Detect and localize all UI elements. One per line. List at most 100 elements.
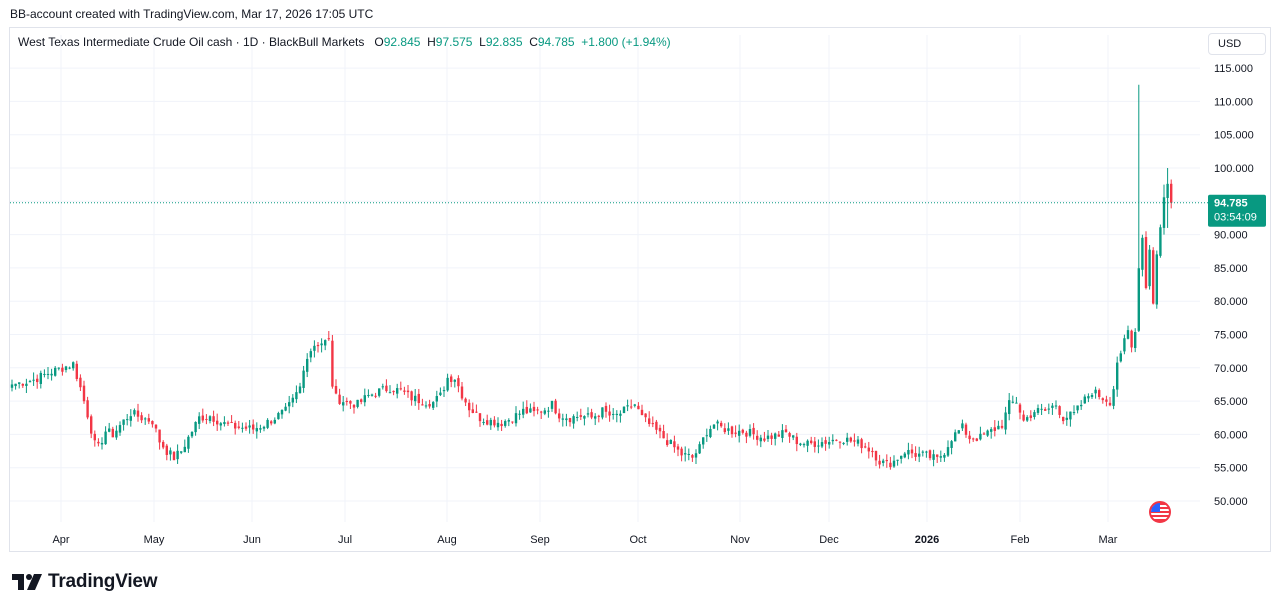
candle	[414, 388, 417, 406]
candle-body	[676, 446, 680, 450]
candle	[921, 450, 924, 457]
candle-body	[1018, 404, 1022, 413]
candle	[79, 374, 82, 392]
candle-body	[910, 449, 914, 454]
candle-body	[1011, 401, 1014, 403]
candle-body	[752, 427, 755, 435]
candle-body	[428, 403, 431, 407]
candle	[388, 385, 392, 394]
candle	[936, 454, 939, 463]
candle-body	[820, 442, 824, 447]
candle-body	[615, 413, 618, 416]
candle	[90, 414, 93, 439]
candle-body	[388, 392, 392, 394]
candle-body	[540, 411, 543, 413]
candle-body	[698, 444, 701, 454]
candle-body	[630, 406, 633, 408]
candle	[734, 425, 737, 438]
candle	[313, 340, 316, 358]
candle	[180, 451, 183, 455]
candle	[309, 348, 312, 363]
candle	[954, 429, 957, 442]
candle	[615, 410, 618, 423]
candle-body	[144, 418, 147, 420]
candle-body	[1040, 408, 1043, 410]
candle-body	[280, 409, 284, 415]
candle	[486, 414, 489, 426]
candle-body	[288, 402, 291, 407]
us-flag-icon[interactable]	[1149, 501, 1171, 523]
currency-button[interactable]: USD	[1208, 33, 1266, 55]
candle	[522, 401, 525, 419]
candle-body	[608, 411, 611, 416]
candle	[579, 408, 582, 421]
candle-body	[662, 431, 665, 439]
candle	[619, 410, 622, 423]
candle-body	[64, 366, 68, 370]
candle	[176, 444, 179, 464]
candle	[457, 375, 460, 393]
candle	[475, 404, 478, 414]
candle-body	[392, 390, 395, 393]
candle-body	[576, 416, 579, 418]
candle-body	[75, 363, 78, 379]
candle	[673, 435, 676, 453]
candle-body	[496, 422, 500, 428]
candle	[968, 430, 971, 444]
candle-body	[741, 429, 744, 433]
candle-body	[622, 406, 626, 414]
candle-body	[878, 460, 881, 465]
candle-body	[338, 394, 341, 404]
chart-frame	[9, 27, 1271, 552]
candle	[14, 383, 17, 390]
candle-body	[590, 412, 593, 418]
candle-body	[201, 415, 204, 421]
candle	[216, 413, 219, 431]
candle	[727, 422, 730, 435]
candle	[273, 417, 276, 425]
candle	[655, 419, 658, 435]
candle	[93, 430, 96, 447]
candle	[874, 450, 878, 467]
candle-body	[118, 425, 122, 433]
candle	[345, 397, 348, 406]
candle-body	[568, 418, 572, 423]
candle	[982, 432, 986, 435]
candle	[990, 427, 993, 439]
candle	[1087, 393, 1090, 403]
candle	[442, 386, 446, 397]
time-tick-label: Apr	[52, 534, 69, 546]
candle	[543, 407, 546, 416]
candle	[1051, 402, 1054, 415]
open-label: O	[374, 35, 384, 49]
candle-body	[633, 404, 636, 406]
candle-body	[939, 456, 942, 458]
candle	[97, 438, 100, 447]
symbol-legend: West Texas Intermediate Crude Oil cash ·…	[18, 35, 671, 49]
candle	[662, 424, 665, 439]
candle	[1134, 328, 1137, 353]
candle-body	[1069, 411, 1072, 420]
candle-body	[612, 413, 615, 415]
candle	[1065, 411, 1068, 426]
candle-body	[1126, 330, 1130, 339]
candle	[1047, 403, 1050, 415]
brand-name: TradingView	[48, 571, 158, 592]
candle	[252, 419, 255, 434]
candle	[1119, 350, 1122, 363]
candle-body	[482, 421, 485, 424]
candle-body	[1094, 389, 1097, 394]
candle	[882, 458, 885, 467]
last-price-tag: 94.785 03:54:09	[1208, 194, 1266, 227]
candle-body	[1062, 416, 1065, 422]
candle-body	[651, 423, 654, 425]
candle	[1170, 179, 1173, 209]
candle	[950, 440, 953, 455]
candle-body	[802, 444, 806, 446]
candle	[417, 388, 420, 410]
candle-body	[1076, 405, 1079, 411]
candle	[633, 403, 636, 408]
candle-body	[108, 428, 111, 432]
candle-body	[1141, 237, 1144, 270]
